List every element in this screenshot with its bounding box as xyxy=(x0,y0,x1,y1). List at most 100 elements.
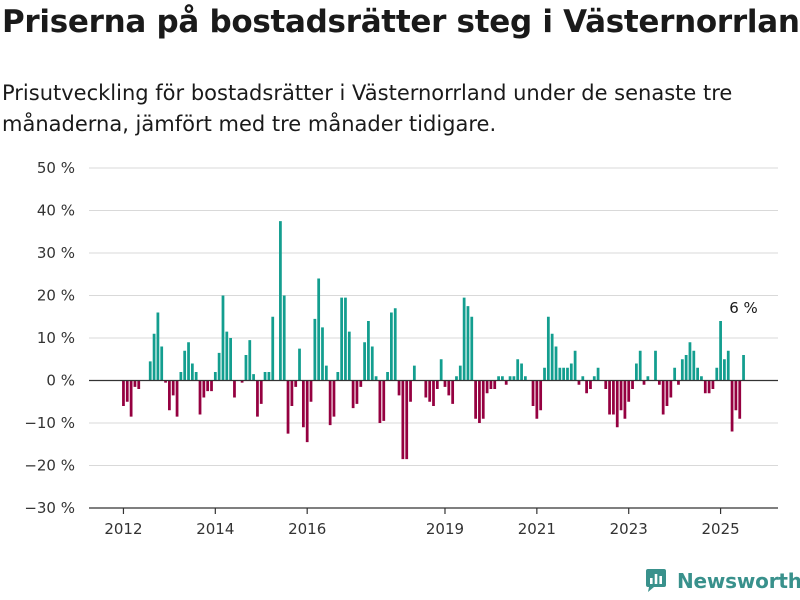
bar-positive xyxy=(696,367,699,381)
bar-positive xyxy=(726,350,730,381)
bar-positive xyxy=(194,372,198,381)
x-axis: 2012 2014 2016 2019 2021 2023 2025 xyxy=(89,379,778,538)
newsworthy-logo-icon xyxy=(646,569,666,592)
bar-negative xyxy=(711,380,715,389)
bar-positive xyxy=(340,297,344,381)
bar-positive xyxy=(439,359,443,381)
bar-negative xyxy=(382,380,386,421)
annotation: 6 % xyxy=(729,299,758,317)
bar-negative xyxy=(125,380,129,402)
bar-positive xyxy=(554,346,558,381)
bar-positive xyxy=(221,295,225,381)
bar-positive xyxy=(566,367,569,381)
x-tick-label: 2025 xyxy=(701,520,739,538)
bar-positive xyxy=(581,376,585,381)
bar-positive xyxy=(680,359,684,381)
bar-negative xyxy=(401,380,405,460)
bar-positive xyxy=(225,331,229,381)
bar-positive xyxy=(282,295,286,381)
bar-positive xyxy=(719,321,722,381)
bar-positive xyxy=(248,340,252,381)
bar-negative xyxy=(129,380,133,417)
bar-negative xyxy=(359,380,363,387)
bar-negative xyxy=(210,380,213,392)
bar-positive xyxy=(160,346,164,381)
bar-negative xyxy=(585,380,588,394)
bar-negative xyxy=(703,380,707,394)
bar-negative xyxy=(305,380,309,443)
bar-negative xyxy=(286,380,290,434)
bar-negative xyxy=(355,380,359,404)
bar-positive xyxy=(466,306,470,381)
bar-positive xyxy=(363,342,366,381)
y-axis-labels: 50 % 40 % 30 % 20 % 10 % 0 % −10 % −20 % −30 % xyxy=(24,159,75,517)
bar-positive xyxy=(271,316,275,381)
bar-positive xyxy=(543,367,546,381)
bar-negative xyxy=(351,380,355,409)
bar-positive xyxy=(244,355,248,381)
bar-positive xyxy=(715,367,719,381)
bar-negative xyxy=(493,380,497,389)
bar-negative xyxy=(535,380,539,419)
bar-negative xyxy=(171,380,175,396)
bar-positive xyxy=(213,372,217,381)
bar-negative xyxy=(240,380,244,383)
bar-negative xyxy=(256,380,259,417)
newsworthy-brand[interactable]: Newsworthy xyxy=(644,568,800,594)
bar-positive xyxy=(520,363,523,381)
bar-positive xyxy=(347,331,351,381)
bar-negative xyxy=(309,380,313,402)
bar-negative xyxy=(164,380,167,383)
chart-title: Priserna på bostadsrätter steg i Västern… xyxy=(2,4,800,40)
bar-negative xyxy=(481,380,485,419)
bar-negative xyxy=(328,380,332,426)
x-tick-label: 2023 xyxy=(610,520,648,538)
brand-name: Newsworthy xyxy=(677,569,800,593)
bar-positive xyxy=(298,348,301,381)
bars xyxy=(122,221,745,460)
y-tick-label: 20 % xyxy=(37,287,75,305)
bar-positive xyxy=(317,278,321,381)
bar-positive xyxy=(470,316,474,381)
bar-negative xyxy=(198,380,202,415)
y-tick-label: −30 % xyxy=(24,499,75,517)
bar-negative xyxy=(489,380,493,389)
bar-positive xyxy=(497,376,500,381)
bar-negative xyxy=(677,380,680,385)
bar-negative xyxy=(290,380,294,406)
bar-positive xyxy=(367,321,370,381)
x-tick-label: 2014 xyxy=(196,520,234,538)
bar-negative xyxy=(627,380,631,402)
bar-positive xyxy=(501,376,504,381)
bar-positive xyxy=(654,350,657,381)
bar-positive xyxy=(558,367,562,381)
bar-negative xyxy=(409,380,412,402)
bar-negative xyxy=(405,380,409,460)
bar-negative xyxy=(577,380,581,385)
bar-negative xyxy=(443,380,447,387)
bar-positive xyxy=(179,372,183,381)
bar-positive xyxy=(313,318,317,381)
bar-negative xyxy=(531,380,535,406)
bar-positive xyxy=(344,297,347,381)
y-tick-label: 10 % xyxy=(37,329,75,347)
bar-positive xyxy=(370,346,374,381)
y-tick-label: 30 % xyxy=(37,244,75,262)
bar-negative xyxy=(168,380,171,411)
bar-positive xyxy=(321,327,324,381)
bar-negative xyxy=(301,380,305,428)
bar-positive xyxy=(336,372,340,381)
bar-negative xyxy=(175,380,179,417)
bar-positive xyxy=(546,316,550,381)
bar-positive xyxy=(635,363,638,381)
bar-negative xyxy=(604,380,608,389)
bar-negative xyxy=(589,380,592,389)
x-tick-label: 2016 xyxy=(288,520,326,538)
bar-negative xyxy=(122,380,125,406)
bar-positive xyxy=(229,338,232,381)
bar-positive xyxy=(646,376,650,381)
bar-positive xyxy=(723,359,726,381)
bar-positive xyxy=(148,361,152,381)
y-tick-label: 40 % xyxy=(37,202,75,220)
